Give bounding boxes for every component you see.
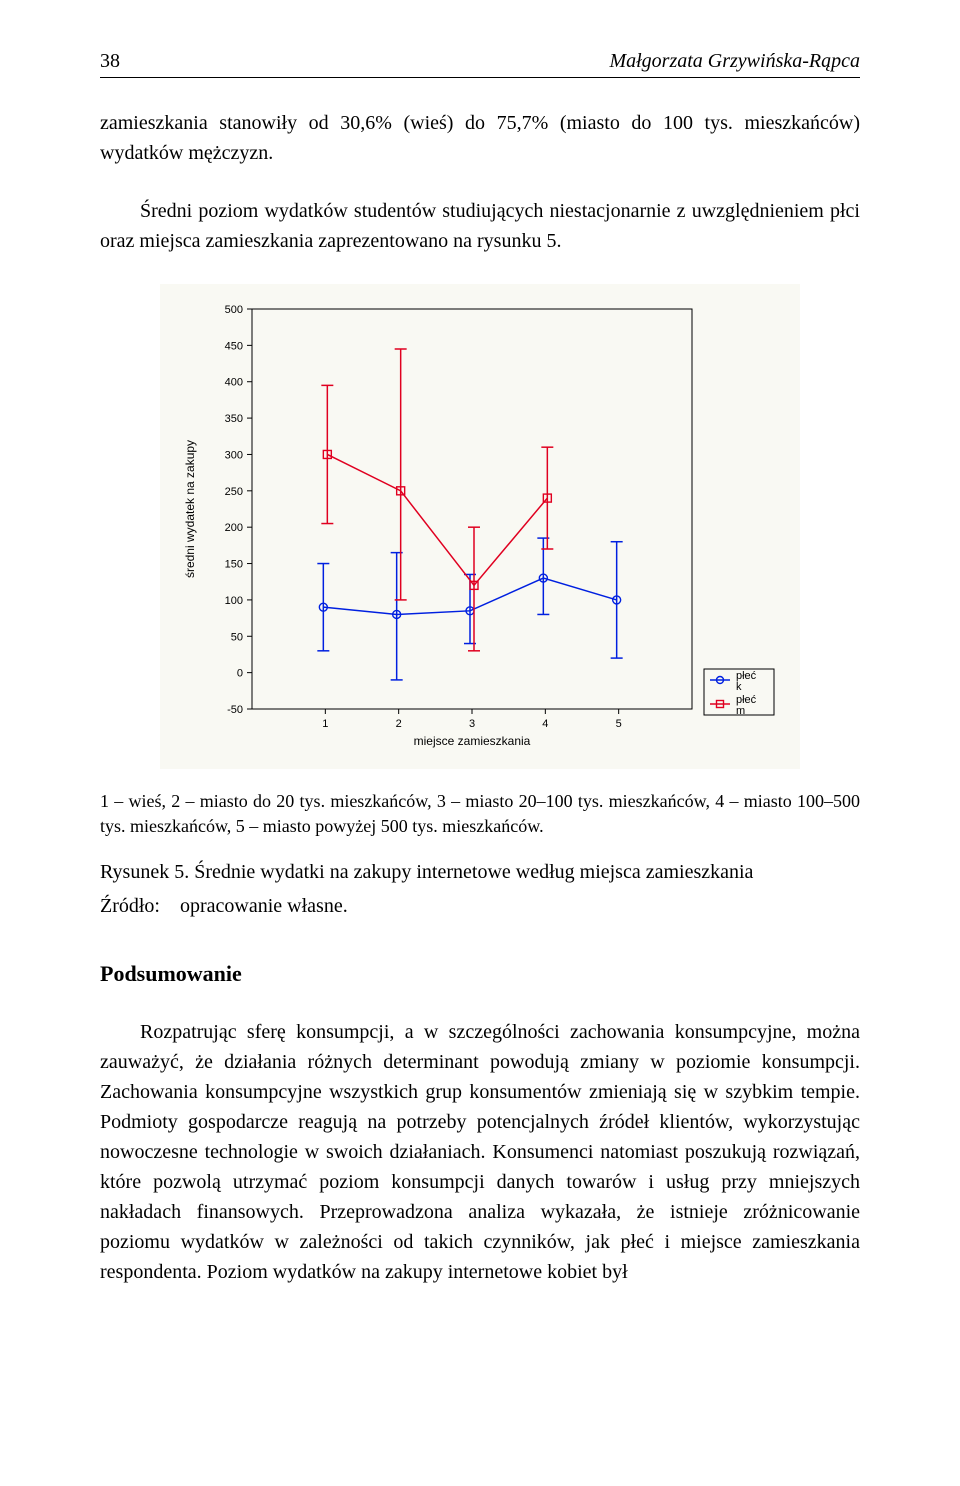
figure-caption: Rysunek 5. Średnie wydatki na zakupy int… xyxy=(100,857,860,887)
page-number: 38 xyxy=(100,50,120,73)
svg-text:średni wydatek na zakupy: średni wydatek na zakupy xyxy=(183,440,197,578)
svg-text:350: 350 xyxy=(225,413,243,425)
svg-text:150: 150 xyxy=(225,559,243,571)
svg-text:250: 250 xyxy=(225,486,243,498)
svg-text:400: 400 xyxy=(225,377,243,389)
svg-text:0: 0 xyxy=(237,668,243,680)
running-author: Małgorzata Grzywińska-Rąpca xyxy=(609,50,860,73)
svg-text:300: 300 xyxy=(225,449,243,461)
svg-text:k: k xyxy=(736,681,742,693)
svg-text:miejsce zamieszkania: miejsce zamieszkania xyxy=(414,734,531,748)
svg-text:4: 4 xyxy=(542,718,548,730)
paragraph-2: Średni poziom wydatków studentów studiuj… xyxy=(100,196,860,256)
svg-text:m: m xyxy=(736,705,745,717)
svg-text:50: 50 xyxy=(231,631,243,643)
figure-5: -50 0 50 100 150 200 250 300 350 400 450 500 1 2 3 4 5 mi… xyxy=(100,284,860,769)
paragraph-1: zamieszkania stanowiły od 30,6% (wieś) d… xyxy=(100,108,860,168)
svg-text:1: 1 xyxy=(322,718,328,730)
chart-svg: -50 0 50 100 150 200 250 300 350 400 450 500 1 2 3 4 5 mi… xyxy=(170,294,790,754)
svg-text:500: 500 xyxy=(225,304,243,316)
svg-text:3: 3 xyxy=(469,718,475,730)
paragraph-3: Rozpatrując sferę konsumpcji, a w szczeg… xyxy=(100,1017,860,1287)
chart-container: -50 0 50 100 150 200 250 300 350 400 450 500 1 2 3 4 5 mi… xyxy=(160,284,800,769)
svg-text:450: 450 xyxy=(225,340,243,352)
section-heading-podsumowanie: Podsumowanie xyxy=(100,961,860,987)
svg-text:5: 5 xyxy=(616,718,622,730)
svg-text:100: 100 xyxy=(225,595,243,607)
running-header: 38 Małgorzata Grzywińska-Rąpca xyxy=(100,50,860,78)
page: 38 Małgorzata Grzywińska-Rąpca zamieszka… xyxy=(0,0,960,1486)
svg-text:2: 2 xyxy=(396,718,402,730)
svg-text:200: 200 xyxy=(225,522,243,534)
figure-legend-note: 1 – wieś, 2 – miasto do 20 tys. mieszkań… xyxy=(100,789,860,839)
svg-text:-50: -50 xyxy=(227,704,243,716)
figure-source: Źródło: opracowanie własne. xyxy=(100,891,860,921)
